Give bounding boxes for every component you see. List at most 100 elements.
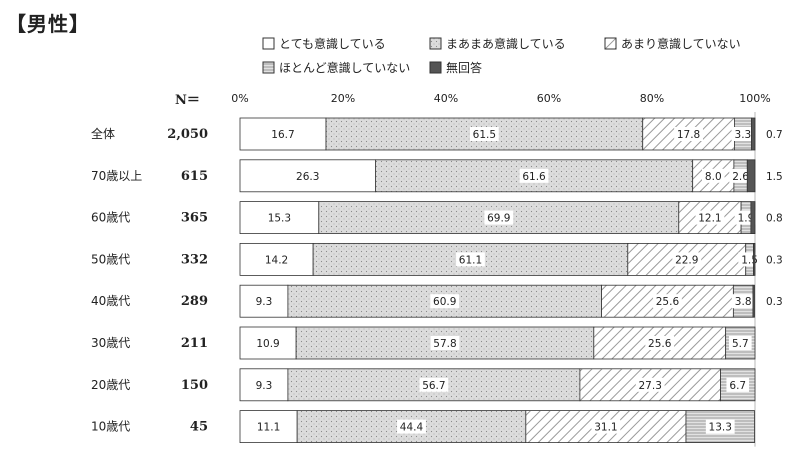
data-label-bg	[264, 210, 294, 225]
data-label: 1.5	[741, 254, 758, 266]
data-label-bg	[293, 168, 323, 183]
data-label-bg	[419, 377, 449, 392]
data-label: 22.9	[675, 254, 698, 266]
bar-segment	[375, 159, 694, 193]
data-label-bg	[705, 419, 735, 434]
data-label-bg	[430, 294, 460, 309]
legend-swatch-5	[429, 61, 442, 74]
x-tick-label: 60%	[537, 92, 561, 105]
data-label: 3.8	[735, 296, 752, 308]
data-label-bg	[268, 127, 298, 141]
data-label-bg	[430, 336, 460, 350]
data-label: 60.9	[433, 296, 456, 308]
category-label: 20歳代	[91, 378, 130, 392]
bar-segment	[750, 117, 756, 151]
bar-row: 10歳代 45 11.1 44.4 31.1 13.3	[91, 410, 755, 444]
legend-label-5: 無回答	[446, 60, 482, 75]
legend-swatch-3	[604, 37, 617, 50]
data-label-bg	[674, 127, 703, 141]
data-label-bg	[262, 252, 291, 267]
data-label-outside: 0.3	[766, 296, 783, 308]
data-label: 9.3	[256, 380, 273, 392]
data-label-bg	[519, 168, 549, 183]
data-label: 15.3	[268, 213, 291, 225]
n-value-label: 332	[181, 252, 208, 267]
bar-segment	[296, 410, 527, 444]
legend-label-3: あまり意識していない	[621, 36, 741, 51]
x-tick-label: 0%	[231, 92, 248, 105]
bar-segment	[239, 326, 297, 360]
legend-swatch-4	[262, 61, 275, 74]
category-label: 70歳以上	[91, 169, 142, 183]
bar-segment	[750, 201, 756, 235]
data-label: 14.2	[265, 254, 288, 266]
n-value-label: 211	[181, 336, 208, 351]
n-value-label: 45	[190, 420, 208, 435]
data-label: 8.0	[705, 171, 722, 183]
data-label: 5.7	[732, 338, 749, 350]
data-label: 25.6	[656, 296, 680, 308]
category-label: 60歳代	[91, 211, 130, 225]
data-label-bg	[729, 336, 752, 350]
n-value-label: 615	[181, 169, 208, 184]
bar-row: 全体 2,050 16.7 61.5 17.8 3.3 0.7	[91, 117, 783, 151]
data-label: 2.6	[732, 171, 749, 183]
legend-swatch-1	[262, 37, 275, 50]
data-label-outside: 0.7	[766, 129, 783, 141]
data-label-bg	[253, 336, 283, 350]
bar-row: 60歳代 365 15.3 69.9 12.1 1.9 0.8	[91, 201, 783, 235]
n-value-label: 150	[181, 378, 208, 393]
category-label: 全体	[91, 126, 115, 141]
data-label: 27.3	[639, 380, 662, 392]
data-label-bg	[252, 294, 276, 309]
data-label-bg	[729, 168, 752, 183]
category-label: 40歳代	[91, 294, 130, 308]
data-label-bg	[397, 419, 426, 434]
legend-label-4: ほとんど意識していない	[279, 60, 410, 75]
category-label: 50歳代	[91, 252, 130, 266]
legend-label-1: とても意識している	[279, 36, 386, 51]
data-label: 57.8	[433, 338, 456, 350]
data-label-bg	[726, 377, 750, 392]
n-value-label: 289	[181, 294, 208, 309]
data-label: 56.7	[422, 380, 445, 392]
bar-segment	[753, 242, 756, 276]
x-tick-label: 40%	[434, 92, 458, 105]
bar-row: 50歳代 332 14.2 61.1 22.9 1.5 0.3	[91, 242, 783, 276]
legend-label-2: まあまあ意識している	[446, 36, 566, 51]
data-label-bg	[252, 377, 276, 392]
n-header-label: N＝	[175, 93, 200, 108]
x-tick-label: 80%	[640, 92, 664, 105]
data-label-bg	[469, 127, 499, 141]
data-label: 12.1	[698, 213, 721, 225]
bar-segment	[746, 159, 756, 193]
data-label-bg	[484, 210, 514, 225]
data-label: 11.1	[257, 422, 280, 434]
data-label: 6.7	[729, 380, 746, 392]
bar-row: 30歳代 211 10.9 57.8 25.6 5.7	[91, 326, 756, 360]
category-label: 10歳代	[91, 420, 130, 434]
data-label-outside: 0.3	[766, 254, 783, 266]
data-label: 61.1	[459, 254, 482, 266]
data-label: 3.3	[735, 129, 752, 141]
data-label: 61.5	[473, 129, 496, 141]
data-label: 1.9	[738, 213, 755, 225]
bar-row: 20歳代 150 9.3 56.7 27.3 6.7	[91, 368, 756, 402]
data-label-bg	[731, 294, 755, 309]
data-label-bg	[695, 210, 725, 225]
bar-segment	[752, 284, 755, 318]
data-label: 31.1	[594, 422, 617, 434]
data-label: 26.3	[296, 171, 319, 183]
data-label-bg	[635, 377, 665, 392]
data-label-bg	[653, 294, 682, 309]
data-label-outside: 1.5	[766, 171, 783, 183]
data-label: 25.6	[648, 338, 672, 350]
n-value-label: 365	[181, 211, 208, 226]
data-label-bg	[254, 419, 283, 434]
bar-row: 70歳以上 615 26.3 61.6 8.0 2.6 1.5	[91, 159, 783, 193]
data-label-bg	[456, 252, 485, 267]
n-value-label: 2,050	[167, 127, 208, 142]
data-label: 69.9	[487, 213, 510, 225]
data-label-bg	[591, 419, 621, 434]
